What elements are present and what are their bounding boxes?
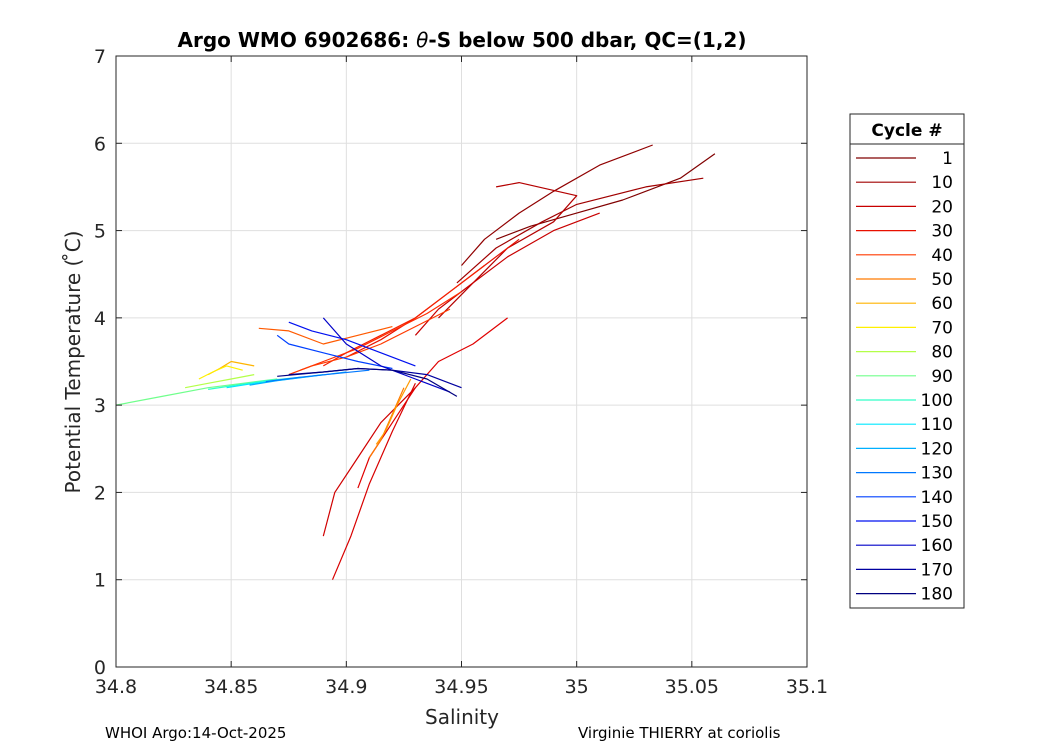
series-cycle-34 (323, 265, 485, 367)
legend: Cycle # 11020304050607080901001101201301… (849, 113, 965, 609)
legend-entry-label: 110 (921, 415, 953, 435)
x-tick-label: 34.85 (204, 676, 258, 698)
series-cycle-5 (461, 144, 653, 266)
series-cycle-38 (300, 291, 462, 371)
series-cycle-20 (414, 212, 600, 336)
x-tick-label: 34.8 (95, 676, 137, 698)
y-tick-label: 5 (94, 221, 106, 243)
series-cycle-70 (198, 365, 243, 380)
series-cycle-24 (331, 383, 416, 580)
y-tick-label: 7 (94, 46, 106, 68)
legend-entries: 1102030405060708090100110120130140150160… (856, 149, 953, 605)
legend-entry-label: 20 (931, 197, 953, 217)
legend-entry-label: 80 (931, 343, 953, 363)
series-cycle-40 (288, 308, 451, 376)
y-tick-label: 1 (94, 570, 106, 592)
y-tick-label: 3 (94, 395, 106, 417)
y-axis-label: Potential Temperature ( ̊C) (61, 231, 85, 494)
series-cycle-140 (276, 334, 393, 370)
legend-entry-label: 170 (921, 560, 953, 580)
legend-entry-label: 90 (931, 367, 953, 387)
x-tick-label: 34.95 (434, 676, 488, 698)
series-cycle-55 (375, 378, 412, 445)
x-tick-label: 34.9 (325, 676, 367, 698)
legend-entry-label: 1 (942, 149, 953, 169)
x-tick-label: 35.1 (786, 676, 828, 698)
legend-entry-label: 10 (931, 173, 953, 193)
legend-entry-label: 70 (931, 318, 953, 338)
series-cycle-10 (456, 177, 704, 284)
legend-entry-label: 160 (921, 536, 953, 556)
series-cycle-22 (322, 387, 416, 537)
series-cycle-130 (265, 369, 370, 383)
legend-entry-label: 60 (931, 294, 953, 314)
legend-box (849, 113, 965, 609)
legend-entry-label: 100 (921, 391, 953, 411)
legend-entry-label: 150 (921, 512, 953, 532)
axis-ticks: 34.8 34.85 34.9 34.95 35 35.05 35.1 0 1 2 3 4 5 6 7 (94, 46, 828, 698)
series-cycle-45 (258, 326, 393, 345)
y-tick-label: 6 (94, 133, 106, 155)
chart-title: Argo WMO 6902686: θ-S below 500 dbar, QC… (178, 28, 747, 52)
y-tick-label: 0 (94, 657, 106, 679)
x-axis-label: Salinity (425, 705, 499, 729)
legend-title: Cycle # (871, 121, 942, 141)
legend-entry-label: 180 (921, 585, 953, 605)
y-tick-label: 4 (94, 308, 106, 330)
footer-author: Virginie THIERRY at coriolis (578, 724, 781, 742)
series-cycle-150 (288, 321, 416, 367)
x-tick-label: 35 (565, 676, 589, 698)
legend-entry-label: 30 (931, 222, 953, 242)
x-tick-label: 35.05 (665, 676, 719, 698)
series-cycle-80 (184, 374, 255, 389)
data-series (115, 144, 716, 580)
series-cycle-180 (277, 367, 458, 397)
legend-entry-label: 140 (921, 488, 953, 508)
series-cycle-50 (368, 387, 405, 458)
legend-entry-label: 40 (931, 246, 953, 266)
legend-entry-label: 50 (931, 270, 953, 290)
series-cycle-160 (322, 317, 451, 393)
legend-entry-label: 120 (921, 439, 953, 459)
y-tick-label: 2 (94, 482, 106, 504)
series-cycle-1 (495, 153, 716, 240)
legend-entry-label: 130 (921, 464, 953, 484)
footer-source: WHOI Argo:14-Oct-2025 (105, 724, 287, 742)
